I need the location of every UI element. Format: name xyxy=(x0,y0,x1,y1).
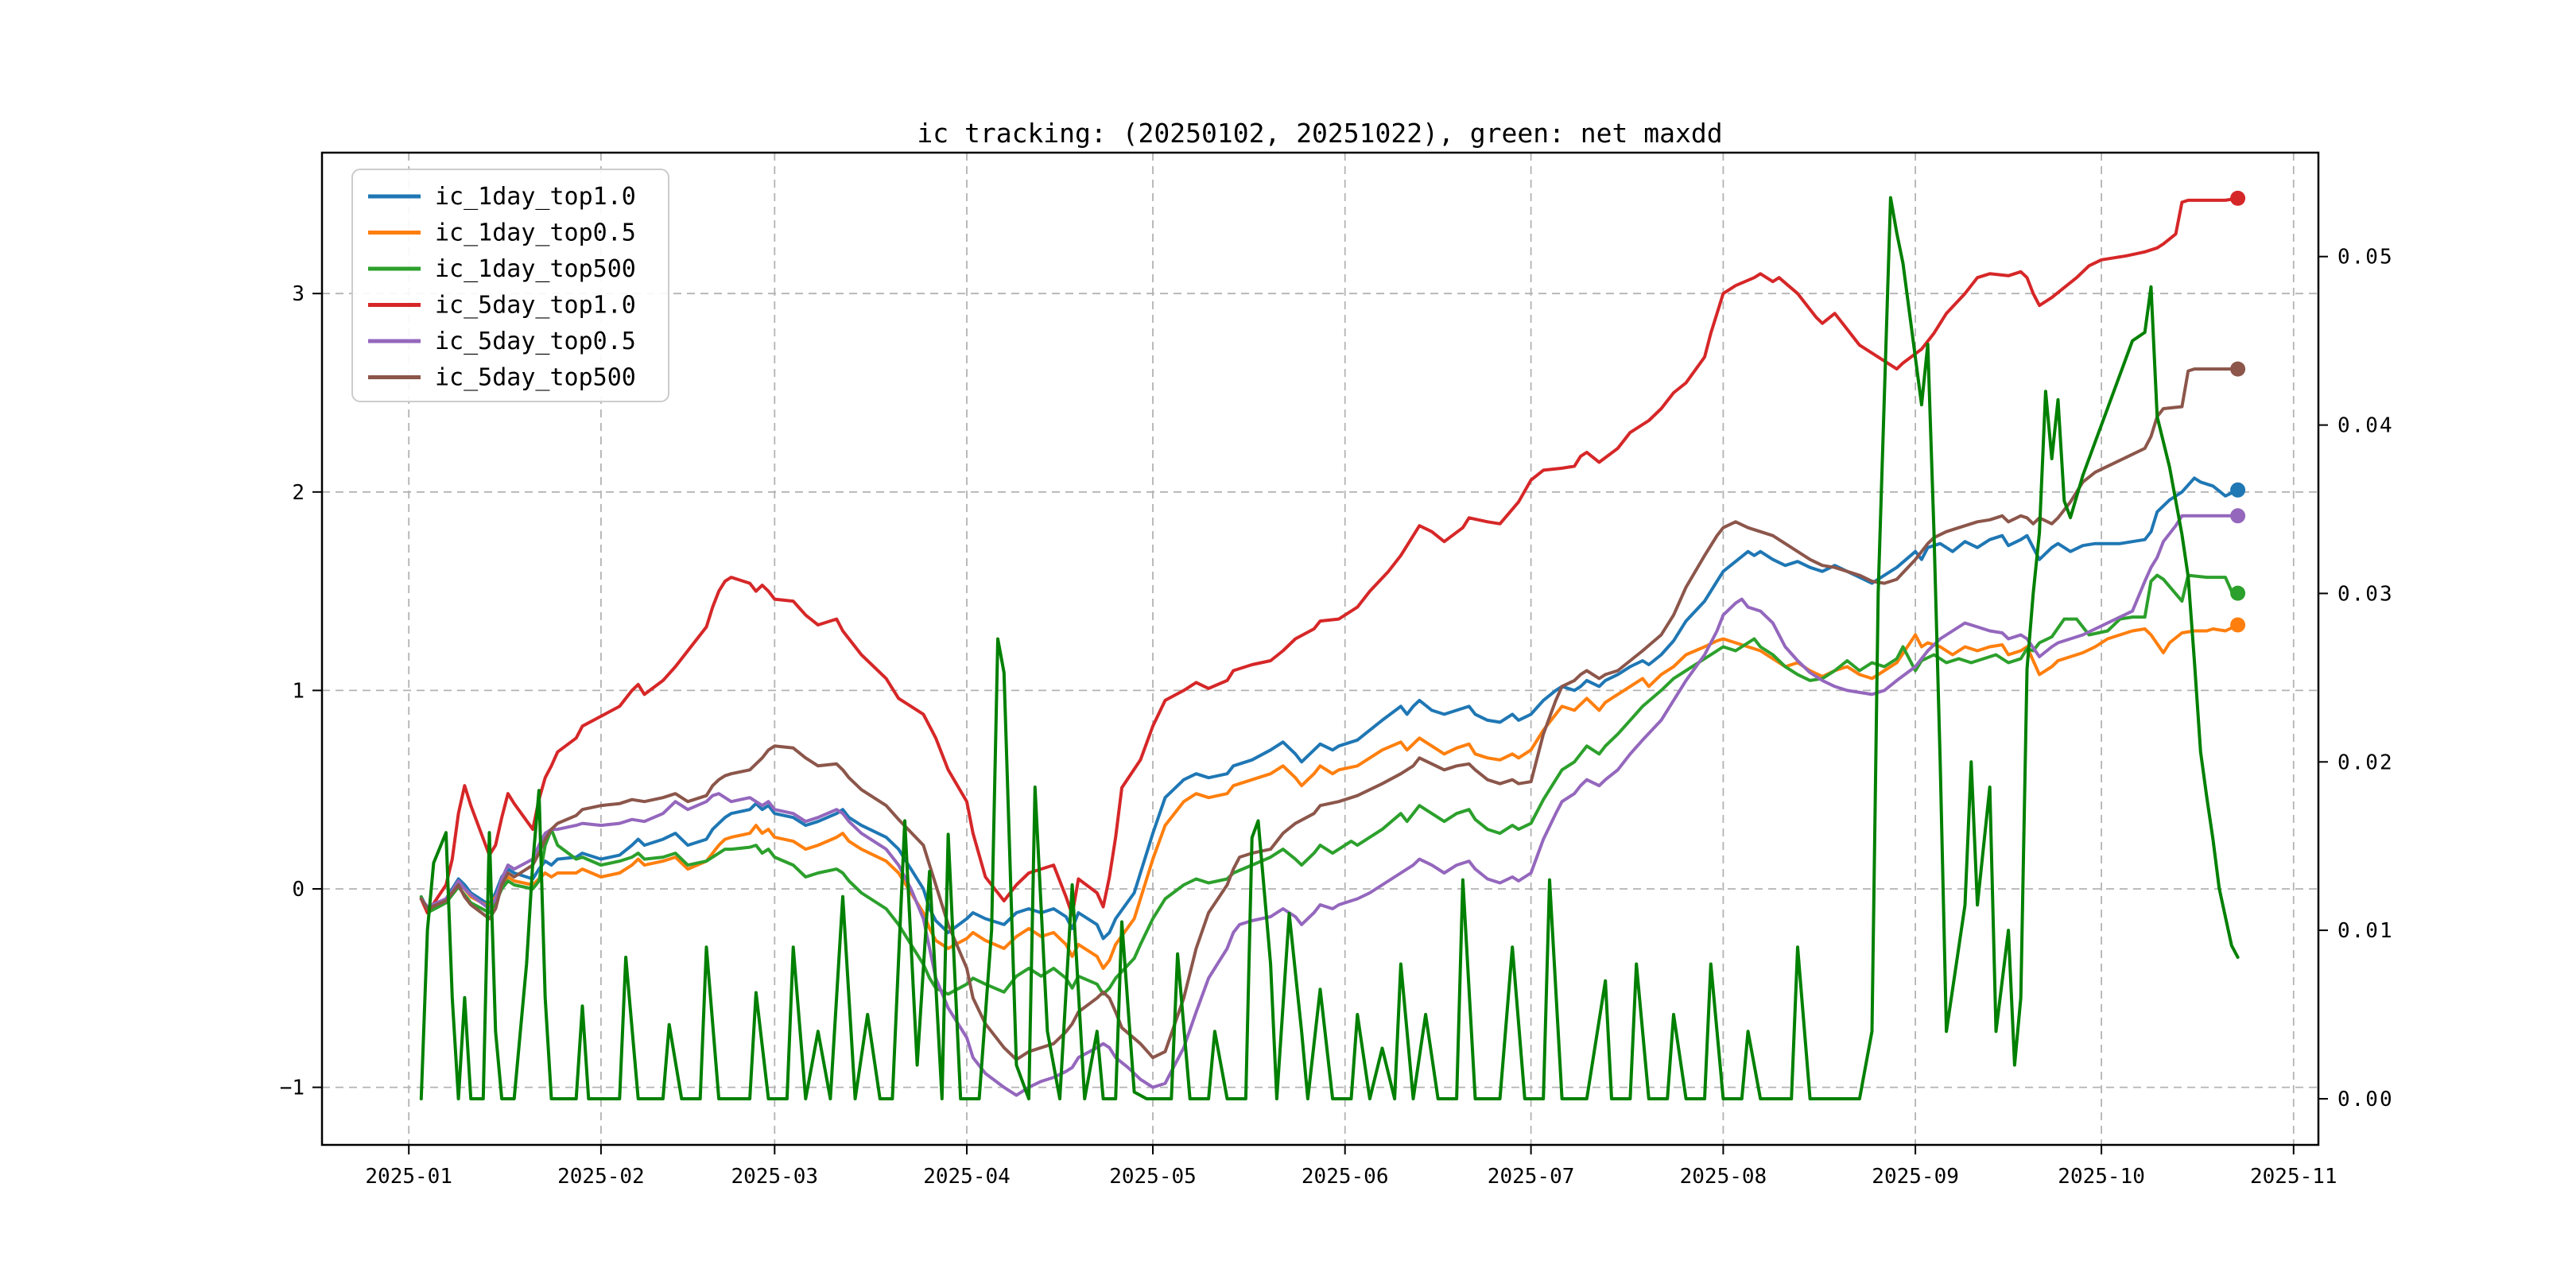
x-axis-tick-label: 2025-01 xyxy=(365,1165,452,1189)
x-axis-tick-label: 2025-09 xyxy=(1872,1165,1959,1189)
y-axis-right-tick-label: 0.02 xyxy=(2337,751,2394,774)
series-end-dot-ic_5day_top0.5 xyxy=(2230,508,2246,524)
y-axis-right-tick-label: 0.00 xyxy=(2337,1088,2394,1111)
series-end-dot-ic_1day_top0.5 xyxy=(2230,617,2246,633)
x-axis-tick-label: 2025-06 xyxy=(1302,1165,1389,1189)
chart-title: ic tracking: (20250102, 20251022), green… xyxy=(917,118,1723,149)
series-end-dot-ic_1day_top500 xyxy=(2230,585,2246,601)
x-axis-tick-label: 2025-02 xyxy=(557,1165,645,1189)
series-ic_5day_top500 xyxy=(419,367,2240,1061)
series-ic_5day_top0.5 xyxy=(419,514,2240,1097)
y-axis-left-tick-label: 0 xyxy=(292,878,305,902)
y-axis-left-tick-label: 1 xyxy=(292,679,305,703)
x-axis-tick-label: 2025-03 xyxy=(731,1165,819,1189)
y-axis-right-tick-label: 0.03 xyxy=(2337,582,2394,606)
legend-label: ic_5day_top0.5 xyxy=(435,328,636,355)
y-axis-left-tick-label: 2 xyxy=(292,481,305,505)
series-ic_1day_top1.0 xyxy=(419,476,2240,941)
y-axis-left-tick-label: −1 xyxy=(280,1077,305,1100)
legend-label: ic_5day_top1.0 xyxy=(435,292,636,320)
legend-label: ic_1day_top0.5 xyxy=(435,219,636,247)
series-ic_5day_top1.0 xyxy=(419,196,2240,917)
x-axis-tick-label: 2025-11 xyxy=(2250,1165,2337,1189)
x-axis-tick-label: 2025-08 xyxy=(1680,1165,1767,1189)
y-axis-right-tick-label: 0.04 xyxy=(2337,414,2394,438)
series-end-dot-ic_5day_top1.0 xyxy=(2230,190,2246,206)
x-axis-tick-label: 2025-10 xyxy=(2058,1165,2145,1189)
series-end-dot-ic_5day_top500 xyxy=(2230,361,2246,377)
y-axis-left-tick-label: 3 xyxy=(292,282,305,306)
x-axis-tick-label: 2025-05 xyxy=(1109,1165,1197,1189)
x-axis-tick-label: 2025-07 xyxy=(1488,1165,1575,1189)
plot-border xyxy=(320,151,2320,1146)
x-axis-tick-label: 2025-04 xyxy=(923,1165,1011,1189)
series-ic_1day_top0.5 xyxy=(419,623,2240,970)
series-ic_1day_top500 xyxy=(419,573,2240,996)
legend-label: ic_5day_top500 xyxy=(435,364,636,392)
y-axis-right-tick-label: 0.05 xyxy=(2337,246,2394,270)
legend-label: ic_1day_top1.0 xyxy=(435,183,636,211)
legend-label: ic_1day_top500 xyxy=(435,255,636,283)
series-net_maxdd xyxy=(419,196,2240,1100)
y-axis-right-tick-label: 0.01 xyxy=(2337,919,2394,943)
legend xyxy=(351,169,669,402)
series-end-dot-ic_1day_top1.0 xyxy=(2230,482,2246,498)
